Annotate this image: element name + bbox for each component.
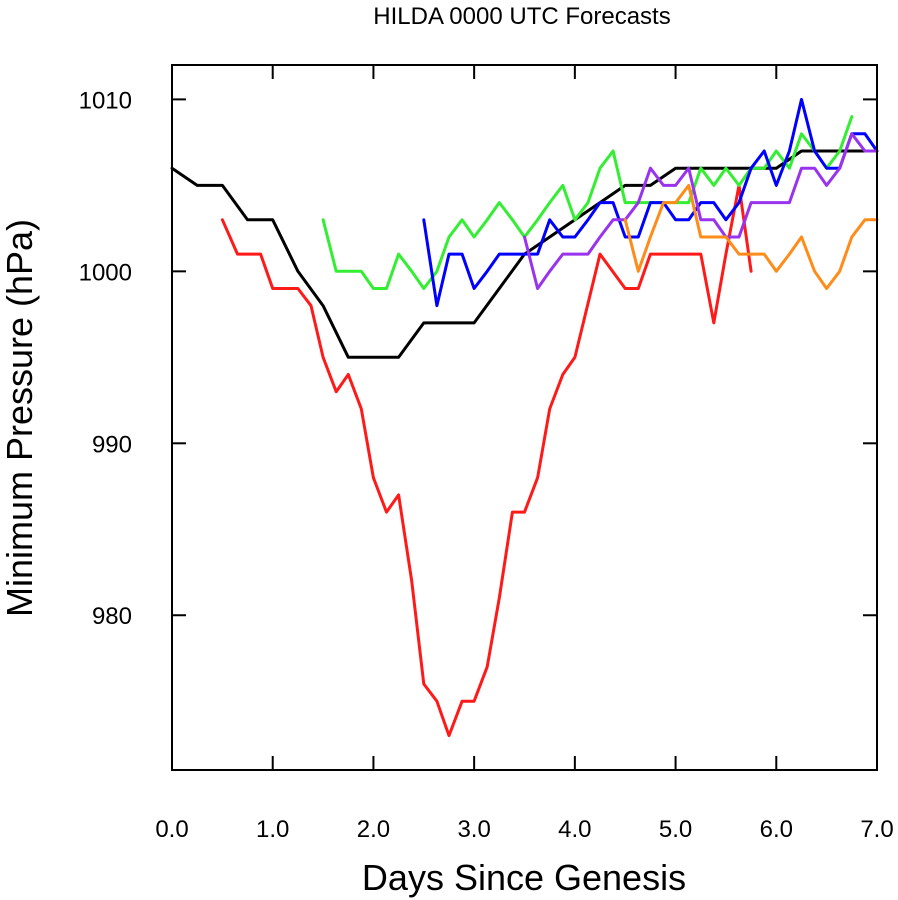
- series-line-3: [422, 97, 879, 308]
- chart-title: HILDA 0000 UTC Forecasts: [373, 3, 670, 30]
- series-lines: [170, 97, 879, 738]
- series-line-4: [523, 132, 879, 290]
- y-tick-label: 990: [92, 431, 132, 458]
- series-line-2: [321, 115, 854, 290]
- y-tick-label: 1010: [79, 87, 132, 114]
- y-tick-label: 1000: [79, 259, 132, 286]
- x-tick-label: 0.0: [155, 816, 188, 843]
- x-axis-title: Days Since Genesis: [362, 857, 686, 898]
- x-tick-label: 6.0: [760, 816, 793, 843]
- x-tick-label: 2.0: [357, 816, 390, 843]
- x-tick-label: 4.0: [558, 816, 591, 843]
- x-tick-label: 7.0: [860, 816, 893, 843]
- x-tick-label: 5.0: [659, 816, 692, 843]
- series-line-1: [220, 183, 753, 738]
- x-tick-label: 1.0: [256, 816, 289, 843]
- y-axis-title: Minimum Pressure (hPa): [0, 219, 40, 617]
- axis-ticks: [171, 65, 878, 770]
- series-line-5: [623, 183, 879, 290]
- y-tick-label: 980: [92, 603, 132, 630]
- tick-labels: 0.0 1.0 2.0 3.0 4.0 5.0 6.0 7.0 980 990 1000 1010: [79, 87, 894, 843]
- x-tick-label: 3.0: [457, 816, 490, 843]
- plot-frame: [171, 64, 878, 771]
